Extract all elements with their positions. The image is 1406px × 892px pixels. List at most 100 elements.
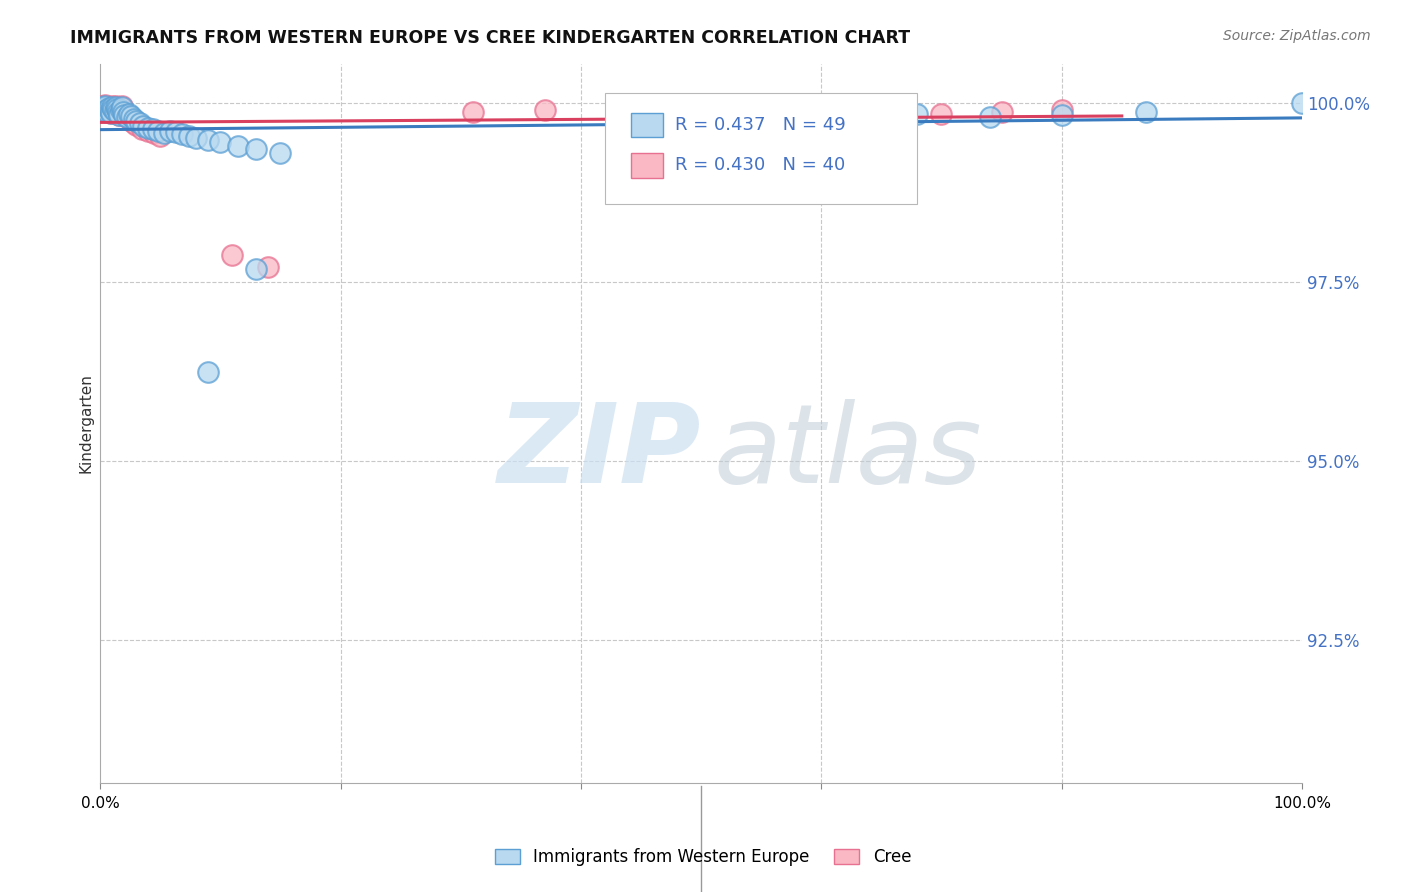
Point [143,127,166,141]
FancyBboxPatch shape [605,93,918,204]
Point [979,110,1001,124]
Point [112,105,135,120]
Point [98,103,121,118]
Point [197,365,219,379]
Point [125,118,148,132]
Point [197,133,219,147]
Point [112,104,135,119]
Point [245,142,267,156]
Point [115,109,138,123]
Text: ZIP: ZIP [498,399,702,506]
Point [93,102,115,116]
Point [101,99,124,113]
Point [100,106,122,120]
Point [110,102,132,116]
Point [606,105,628,120]
Point [990,105,1012,120]
Point [118,112,141,126]
Point [136,124,159,138]
Point [103,102,125,116]
Point [142,122,165,136]
Point [105,102,128,116]
Point [115,110,138,124]
Text: atlas: atlas [713,399,981,506]
Point [96,105,118,120]
Point [91,100,114,114]
Point [121,109,143,123]
Point [94,98,117,112]
Point [738,105,761,120]
Point [122,112,145,127]
Point [269,146,291,161]
Point [170,127,193,141]
Point [159,123,181,137]
Point [534,103,557,117]
Point [121,113,143,128]
Bar [631,153,662,178]
Point [94,98,117,112]
Point [103,102,125,116]
Point [245,262,267,277]
Point [153,127,176,141]
Text: IMMIGRANTS FROM WESTERN EUROPE VS CREE KINDERGARTEN CORRELATION CHART: IMMIGRANTS FROM WESTERN EUROPE VS CREE K… [70,29,911,46]
Text: 0.0%: 0.0% [80,796,120,811]
Point [146,124,169,138]
Point [96,103,118,117]
Point [810,103,832,117]
Point [136,120,159,135]
Point [96,104,118,119]
Point [907,107,929,121]
Point [131,122,153,136]
Text: R = 0.437   N = 49: R = 0.437 N = 49 [675,116,845,134]
Point [93,101,115,115]
Text: R = 0.430   N = 40: R = 0.430 N = 40 [675,156,845,175]
Point [228,139,250,153]
Point [98,103,121,117]
Point [107,105,129,120]
Point [111,99,134,113]
Point [209,135,232,149]
Point [931,107,953,121]
Point [112,107,135,121]
Point [1050,108,1073,122]
Point [97,101,120,115]
Point [108,108,131,122]
Text: Source: ZipAtlas.com: Source: ZipAtlas.com [1223,29,1371,43]
Point [128,116,150,130]
Point [97,100,120,114]
Point [186,130,208,145]
Point [112,108,135,122]
Legend: Immigrants from Western Europe, Cree: Immigrants from Western Europe, Cree [488,842,918,873]
Point [101,100,124,114]
Point [104,104,127,119]
Point [762,102,785,116]
Point [257,260,280,274]
Point [125,114,148,128]
Point [1050,103,1073,117]
Point [108,108,131,122]
Point [122,116,145,130]
Point [461,105,484,120]
Point [104,103,127,118]
Y-axis label: Kindergarten: Kindergarten [79,374,93,474]
Point [870,105,893,120]
Point [165,125,187,139]
Point [104,100,127,114]
Point [100,105,122,120]
Point [834,105,856,120]
Point [107,105,129,120]
Point [678,107,700,121]
Point [132,119,155,133]
Point [221,248,243,262]
Point [91,98,114,112]
Point [1291,96,1313,111]
Point [118,107,141,121]
Point [1135,105,1157,120]
Point [110,103,132,117]
Point [104,99,127,113]
Point [111,100,134,114]
Point [149,128,172,143]
Point [179,128,201,143]
Point [96,102,118,116]
Bar [631,113,662,137]
